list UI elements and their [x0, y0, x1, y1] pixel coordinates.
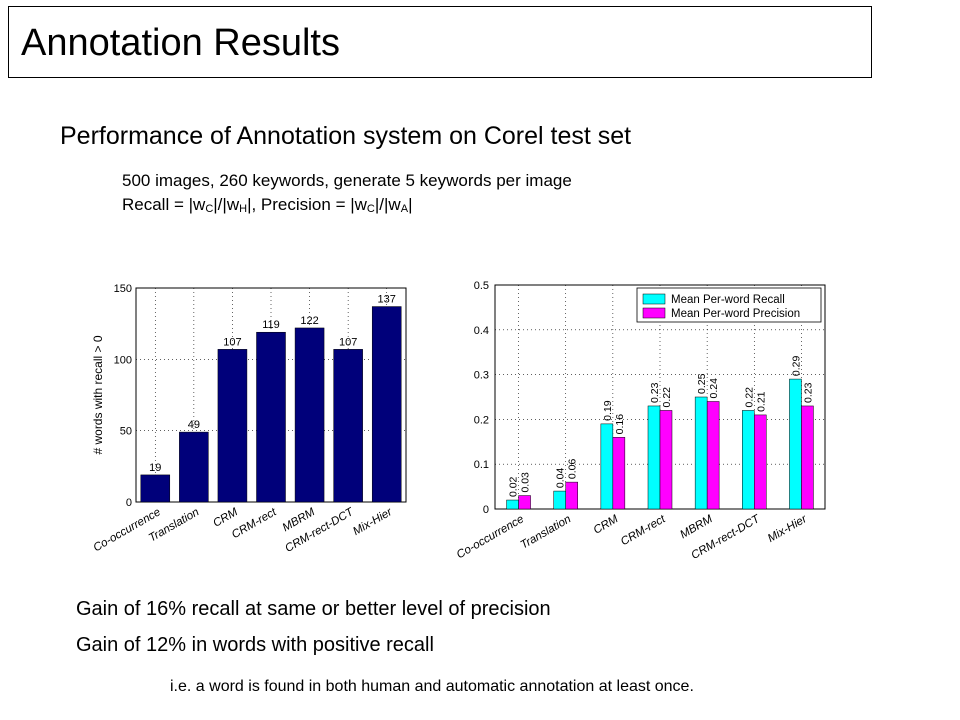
- legend-label: Mean Per-word Recall: [671, 294, 785, 306]
- bar-value-label: 49: [188, 419, 200, 431]
- recall-value-label: 0.02: [508, 476, 520, 497]
- recall-bar-mbrm: [694, 396, 708, 510]
- y-tick-label: 0.5: [474, 280, 489, 292]
- x-tick-label: Co-occurrence: [455, 513, 526, 561]
- x-tick-label: CRM: [211, 506, 240, 530]
- recall-value-label: 0.23: [649, 382, 661, 403]
- formula-precision-prefix: |, Precision = |w: [247, 195, 367, 214]
- recall-precision-chart: 0 0.1 0.2 0.3 0.4 0.5 0.02 0.03 Co-occurrence 0.0…: [455, 280, 826, 562]
- precision-value-label: 0.06: [567, 459, 579, 480]
- x-tick-label: CRM-rect: [619, 513, 668, 548]
- y-tick-label: 0.3: [474, 370, 489, 382]
- precision-value-label: 0.21: [755, 391, 767, 412]
- x-tick-label: Mix-Hier: [766, 513, 810, 545]
- recall-precision-formula: Recall = |wC|/|wH|, Precision = |wC|/|wA…: [122, 194, 412, 220]
- precision-value-label: 0.16: [614, 414, 626, 435]
- recall-bar-mix-hier: [789, 378, 802, 510]
- bar-crm-rect: [256, 331, 286, 503]
- formula-sub-c: C: [205, 203, 214, 215]
- title-box: Annotation Results: [8, 6, 872, 78]
- bar-crm-rect-dct: [333, 349, 363, 503]
- y-tick-label: 150: [114, 283, 132, 295]
- y-tick-label: 100: [114, 354, 132, 366]
- bar-value-label: 137: [378, 294, 396, 306]
- precision-value-label: 0.23: [802, 382, 814, 403]
- bullet-recall-gain: Gain of 16% recall at same or better lev…: [76, 598, 551, 620]
- bar-value-label: 107: [223, 336, 241, 348]
- formula-divider: |/|w: [374, 195, 401, 214]
- recall-bar-co-occurrence: [506, 499, 519, 510]
- y-tick-label: 50: [120, 426, 132, 438]
- y-axis-label: # words with recall > 0: [91, 335, 105, 454]
- x-tick-label: Mix-Hier: [351, 506, 395, 538]
- bar-value-label: 19: [149, 462, 161, 474]
- recall-bar-crm-rect-dct: [742, 410, 755, 510]
- bar-mix-hier: [371, 306, 402, 503]
- legend-swatch: [642, 293, 666, 305]
- x-tick-label: CRM: [592, 513, 621, 537]
- recall-value-label: 0.04: [555, 467, 567, 488]
- precision-bar-translation: [565, 481, 578, 510]
- bar-value-label: 107: [339, 336, 357, 348]
- x-tick-label: CRM-rect-DCT: [283, 506, 356, 555]
- formula-end: |: [408, 195, 413, 214]
- recall-value-label: 0.29: [790, 355, 802, 376]
- formula-sub-c: C: [366, 203, 375, 215]
- bar-co-occurrence: [140, 474, 171, 503]
- precision-bar-crm: [612, 437, 626, 510]
- formula-divider: |/|w: [213, 195, 240, 214]
- bar-crm: [217, 349, 248, 503]
- slide-subtitle: Performance of Annotation system on Core…: [60, 122, 632, 150]
- bar-translation: [179, 431, 209, 503]
- slide-title: Annotation Results: [21, 22, 340, 64]
- recall-bar-translation: [553, 490, 566, 510]
- legend-swatch: [642, 307, 666, 319]
- bar-value-label: 119: [262, 319, 280, 331]
- precision-bar-crm-rect-dct: [754, 414, 767, 510]
- precision-bar-mix-hier: [801, 405, 814, 510]
- precision-value-label: 0.24: [708, 378, 720, 399]
- bullet-words-gain: Gain of 12% in words with positive recal…: [76, 634, 434, 656]
- y-tick-label: 0.2: [474, 414, 489, 426]
- bar-mbrm: [294, 327, 325, 503]
- bar-value-label: 122: [300, 315, 318, 327]
- dataset-info: 500 images, 260 keywords, generate 5 key…: [122, 171, 572, 190]
- x-tick-label: MBRM: [678, 513, 715, 541]
- y-tick-label: 0.4: [474, 325, 489, 337]
- precision-value-label: 0.03: [520, 472, 532, 493]
- x-tick-label: CRM-rect: [230, 506, 279, 541]
- precision-bar-mbrm: [706, 401, 720, 510]
- recall-value-label: 0.19: [602, 400, 614, 421]
- y-tick-label: 0: [126, 497, 132, 509]
- recall-value-label: 0.25: [696, 373, 708, 394]
- formula-recall-prefix: Recall = |w: [122, 195, 206, 214]
- y-tick-label: 0.1: [474, 459, 489, 471]
- formula-sub-a: A: [400, 203, 409, 215]
- words-with-recall-chart: 05010015019Co-occurrence49Translation107…: [91, 283, 407, 555]
- precision-value-label: 0.22: [661, 387, 673, 408]
- y-tick-label: 0: [483, 504, 489, 516]
- formula-sub-h: H: [239, 203, 248, 215]
- legend-box: [636, 287, 822, 323]
- recall-value-label: 0.22: [743, 387, 755, 408]
- x-tick-label: Translation: [519, 513, 574, 551]
- footnote: i.e. a word is found in both human and a…: [170, 678, 694, 695]
- precision-bar-crm-rect: [659, 410, 673, 510]
- recall-bar-crm: [600, 423, 614, 510]
- recall-bar-crm-rect: [647, 405, 661, 510]
- precision-bar-co-occurrence: [518, 495, 531, 510]
- legend-label: Mean Per-word Precision: [671, 308, 800, 320]
